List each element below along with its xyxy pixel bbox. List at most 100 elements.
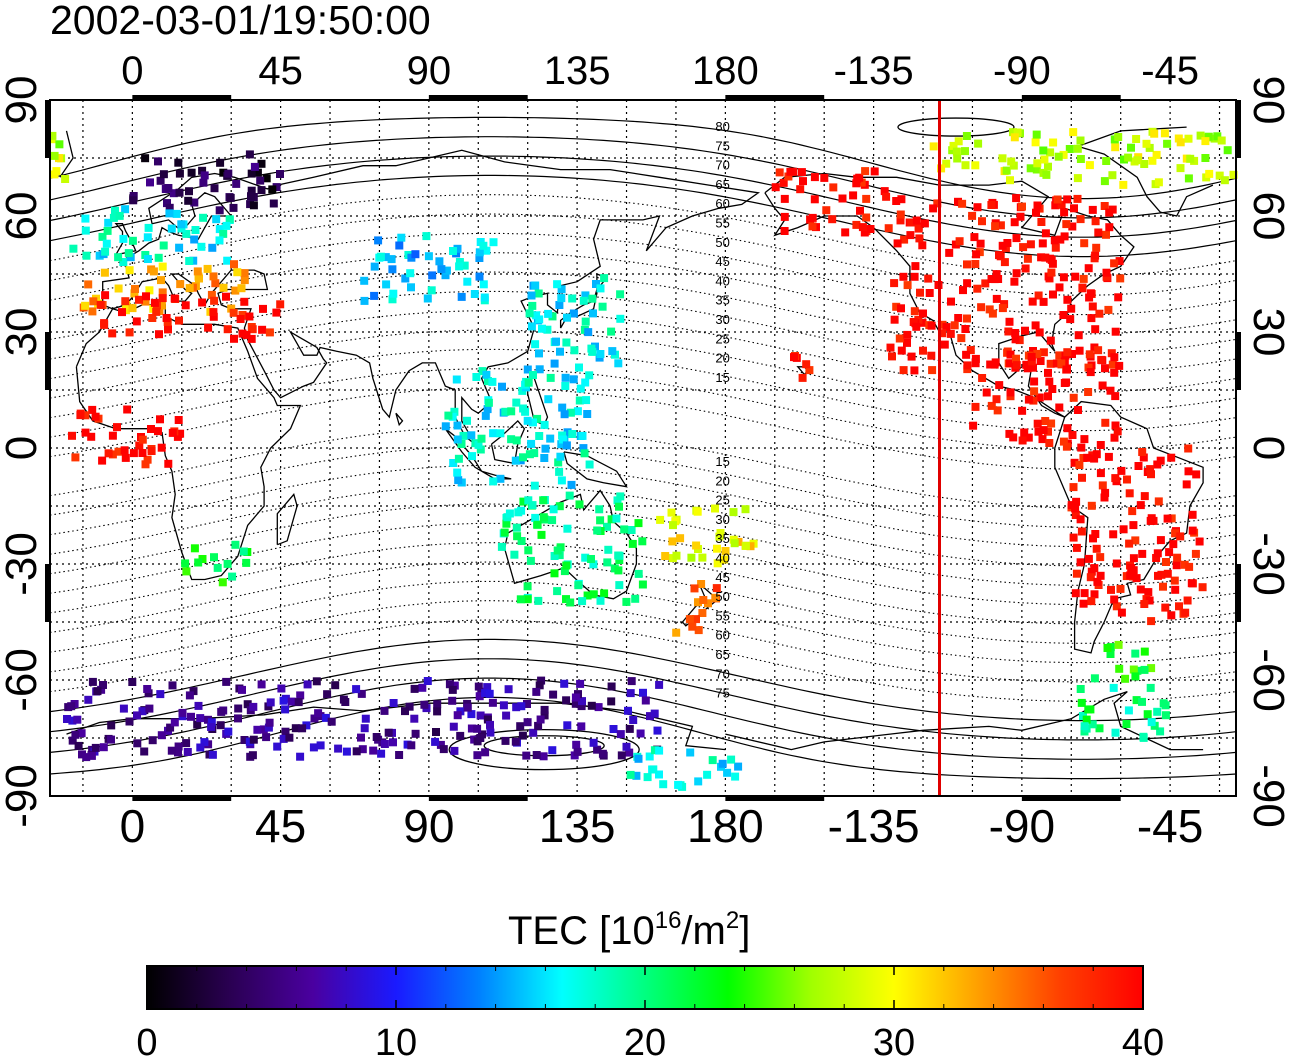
tec-cell <box>463 277 472 286</box>
tec-cell <box>1005 429 1014 438</box>
tec-cell <box>525 309 534 318</box>
tec-cell <box>125 266 134 275</box>
tec-cell <box>1172 561 1181 570</box>
tec-cell <box>223 325 232 334</box>
tec-cell <box>1133 156 1142 165</box>
tec-cell <box>168 681 177 690</box>
tec-cell <box>1033 349 1042 358</box>
tec-cell <box>523 582 532 591</box>
tec-cell <box>1072 569 1081 578</box>
tec-cell <box>232 179 241 188</box>
tec-cell <box>1105 208 1114 217</box>
tec-cell <box>1077 527 1086 536</box>
tec-cell <box>483 683 492 692</box>
tec-cell <box>1220 176 1229 185</box>
tec-cell <box>912 322 921 331</box>
tec-cell <box>1044 427 1052 436</box>
contour-label-north: 40 <box>715 273 729 288</box>
tec-cell <box>174 158 183 167</box>
tec-cell <box>810 173 819 182</box>
tec-cell <box>920 219 929 228</box>
tec-cell <box>942 159 951 168</box>
contour-label-south: 35 <box>715 531 729 546</box>
tec-cell <box>690 584 699 593</box>
left-lat-tick-label: 90 <box>0 76 46 125</box>
tec-cell <box>61 175 70 183</box>
tec-cell <box>516 722 525 731</box>
tec-cell <box>240 736 249 744</box>
tec-cell <box>216 721 225 730</box>
tec-cell <box>154 427 162 436</box>
tec-cell <box>1124 153 1133 162</box>
tec-cell <box>1044 368 1052 377</box>
tec-cell <box>360 724 369 733</box>
tec-cell <box>519 453 527 462</box>
tec-cell <box>519 404 528 413</box>
tec-cell <box>155 330 163 339</box>
tec-cell <box>962 350 971 359</box>
tec-cell <box>1011 335 1020 344</box>
tec-cell <box>524 496 533 505</box>
tec-cell <box>968 211 977 220</box>
tec-cell <box>1116 274 1125 283</box>
tec-cell <box>589 560 598 569</box>
tec-cell <box>381 253 390 262</box>
top-lon-tick-label: 0 <box>121 49 143 93</box>
tec-cell <box>145 286 154 295</box>
tec-cell <box>1184 467 1193 476</box>
tec-cell <box>562 595 570 604</box>
tec-cell <box>1087 597 1096 606</box>
tec-cell <box>1019 243 1028 252</box>
frame-bar-right <box>1236 332 1241 390</box>
tec-cell <box>158 288 167 297</box>
tec-cell <box>100 268 109 277</box>
tec-cell <box>1068 350 1076 358</box>
tec-cell <box>1016 212 1025 221</box>
tec-cell <box>628 539 637 548</box>
tec-cell <box>1086 368 1095 377</box>
tec-cell <box>442 266 451 275</box>
tec-cell <box>174 416 183 424</box>
tec-cell <box>1139 453 1148 462</box>
tec-cell <box>129 196 138 205</box>
tec-cell <box>360 276 369 285</box>
tec-cell <box>856 206 864 215</box>
tec-cell <box>779 178 788 187</box>
tec-cell <box>411 250 420 259</box>
tec-cell <box>481 748 490 757</box>
tec-cell <box>377 749 386 758</box>
tec-cell <box>798 373 807 382</box>
tec-cell <box>1039 146 1048 155</box>
tec-cell <box>475 248 484 257</box>
tec-cell <box>583 591 592 600</box>
tec-cell <box>1142 139 1151 148</box>
tec-cell <box>157 276 165 285</box>
tec-cell <box>1100 202 1109 210</box>
tec-cell <box>524 546 533 555</box>
tec-cell <box>797 168 806 177</box>
contour-label-south: 55 <box>715 608 729 623</box>
tec-cell <box>650 746 659 755</box>
tec-cell <box>579 444 588 453</box>
tec-cell <box>1162 558 1170 566</box>
tec-cell <box>981 279 990 288</box>
tec-cell <box>167 224 176 233</box>
tec-cell <box>927 321 936 330</box>
tec-cell <box>1101 488 1110 497</box>
tec-cell <box>91 743 100 752</box>
mag-contour <box>49 658 1237 741</box>
tec-cell <box>638 537 647 546</box>
tec-cell <box>713 559 722 568</box>
tec-cell <box>1204 132 1213 141</box>
tec-cell <box>114 253 123 262</box>
coastline-segment <box>102 149 760 445</box>
tec-cell <box>927 351 936 360</box>
tec-cell <box>140 747 149 756</box>
tec-cell <box>697 580 706 588</box>
tec-cell <box>998 154 1007 163</box>
tec-cell <box>870 167 879 176</box>
contour-label-north: 45 <box>715 254 729 269</box>
tec-cell <box>560 567 569 576</box>
contour-label-north: 75 <box>715 138 729 153</box>
tec-cell <box>119 234 128 243</box>
